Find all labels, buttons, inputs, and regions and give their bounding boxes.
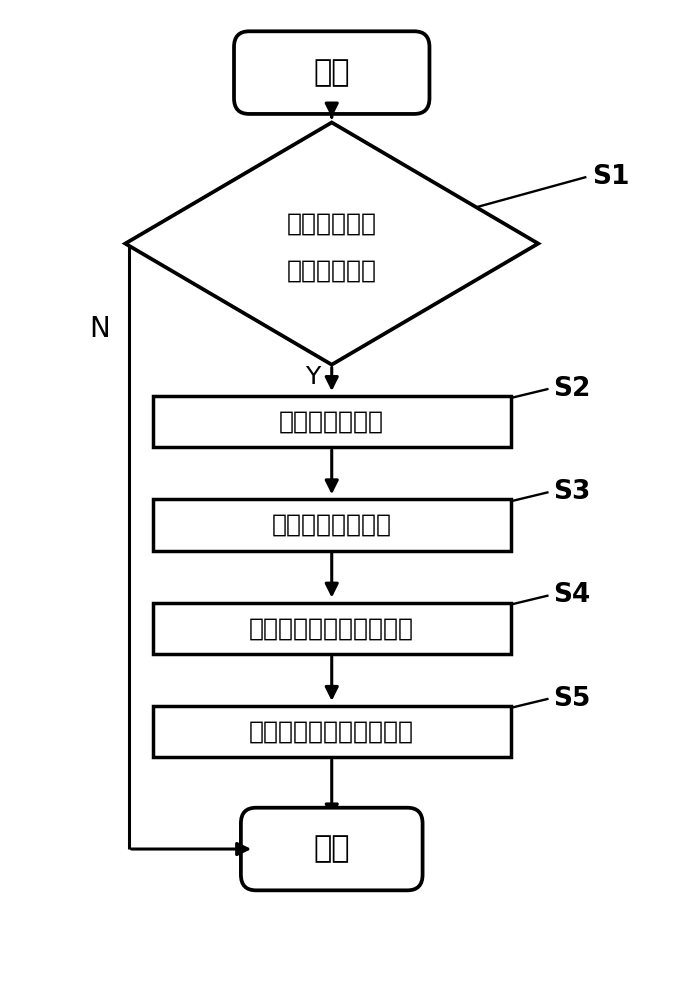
Text: Y: Y (305, 365, 320, 389)
Text: 告警相关性预处理: 告警相关性预处理 (272, 513, 392, 537)
FancyBboxPatch shape (153, 706, 511, 757)
Text: 告警相关性分析二次处理: 告警相关性分析二次处理 (249, 616, 414, 640)
Polygon shape (125, 122, 538, 365)
Text: 告警代码是否: 告警代码是否 (287, 212, 377, 236)
Text: 结束: 结束 (314, 835, 350, 864)
Text: S3: S3 (553, 479, 591, 505)
Text: 开始: 开始 (314, 58, 350, 87)
Text: S2: S2 (553, 376, 591, 402)
Text: 告警相关性分析结果上报: 告警相关性分析结果上报 (249, 719, 414, 743)
FancyBboxPatch shape (153, 603, 511, 654)
Text: S1: S1 (592, 164, 630, 190)
FancyBboxPatch shape (153, 499, 511, 551)
Text: N: N (89, 315, 110, 343)
Text: 告警预处理分派: 告警预处理分派 (279, 410, 384, 434)
FancyBboxPatch shape (234, 31, 430, 114)
Text: 在静态数据中: 在静态数据中 (287, 259, 377, 283)
FancyBboxPatch shape (153, 396, 511, 447)
FancyBboxPatch shape (241, 808, 423, 890)
Text: S4: S4 (553, 582, 591, 608)
Text: S5: S5 (553, 686, 591, 712)
